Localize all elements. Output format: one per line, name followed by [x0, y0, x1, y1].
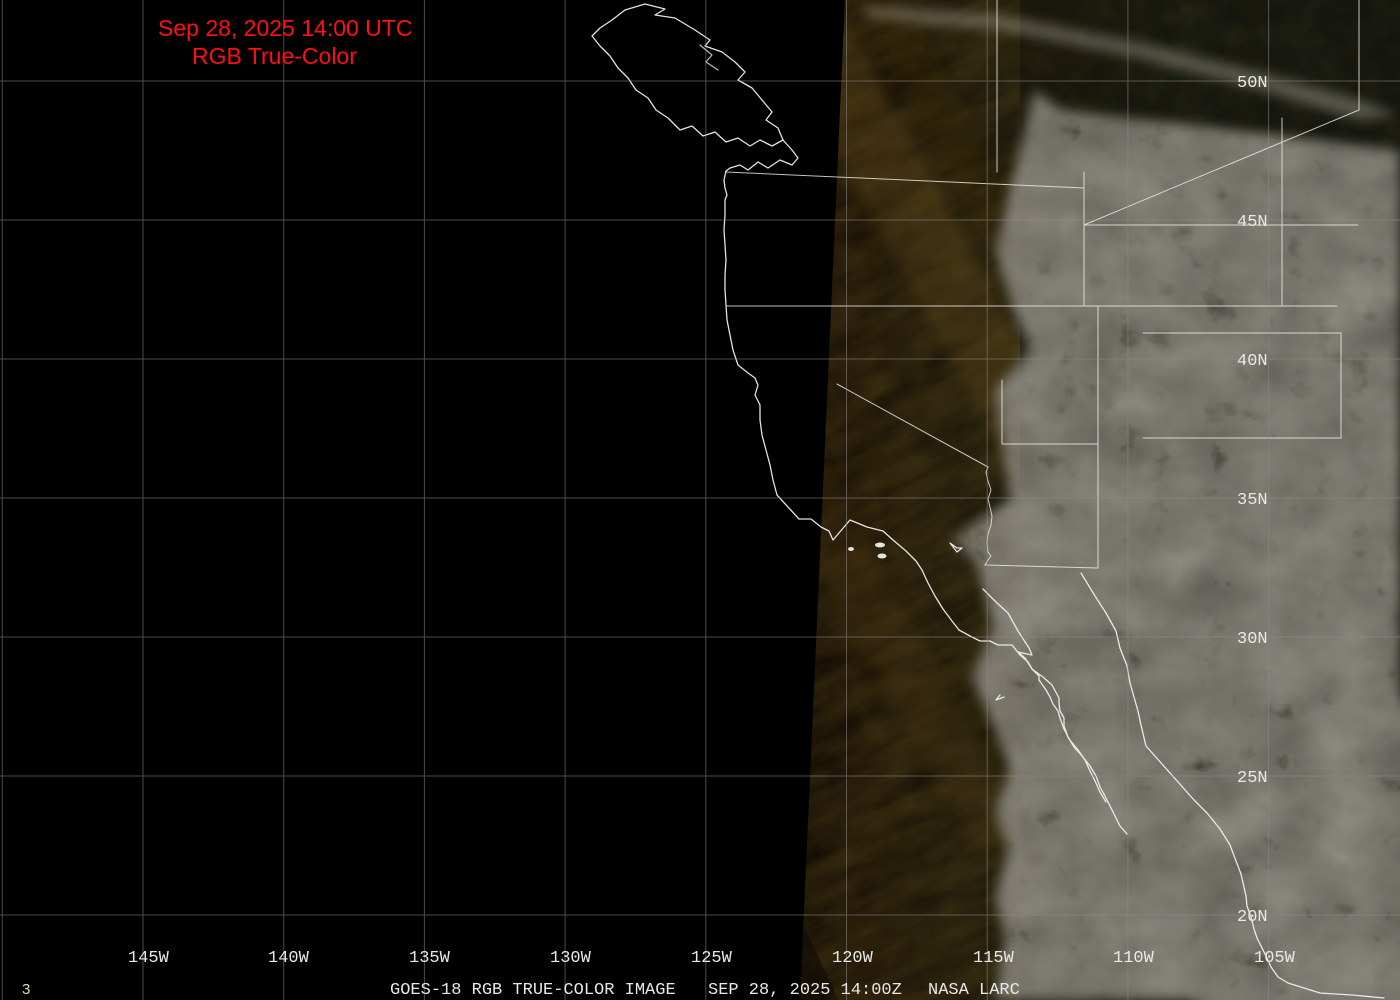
svg-text:110W: 110W	[1113, 949, 1155, 968]
svg-text:45N: 45N	[1237, 213, 1268, 232]
svg-text:125W: 125W	[691, 949, 733, 968]
svg-text:105W: 105W	[1254, 949, 1296, 968]
svg-text:130W: 130W	[550, 949, 592, 968]
svg-text:135W: 135W	[409, 949, 451, 968]
svg-text:30N: 30N	[1237, 630, 1268, 649]
svg-text:RGB True-Color: RGB True-Color	[192, 43, 357, 69]
svg-text:SEP 28, 2025 14:00Z: SEP 28, 2025 14:00Z	[708, 981, 902, 1000]
svg-text:NASA LARC: NASA LARC	[928, 981, 1020, 1000]
svg-text:145W: 145W	[128, 949, 170, 968]
svg-text:Sep 28, 2025 14:00 UTC: Sep 28, 2025 14:00 UTC	[158, 15, 412, 41]
svg-text:25N: 25N	[1237, 769, 1268, 788]
svg-text:40N: 40N	[1237, 352, 1268, 371]
svg-text:50N: 50N	[1237, 74, 1268, 93]
svg-text:GOES-18 RGB TRUE-COLOR IMAGE: GOES-18 RGB TRUE-COLOR IMAGE	[390, 981, 676, 1000]
svg-text:20N: 20N	[1237, 908, 1268, 927]
svg-text:120W: 120W	[832, 949, 874, 968]
svg-text:140W: 140W	[268, 949, 310, 968]
svg-text:35N: 35N	[1237, 491, 1268, 510]
svg-text:115W: 115W	[973, 949, 1015, 968]
svg-text:3: 3	[22, 981, 30, 998]
